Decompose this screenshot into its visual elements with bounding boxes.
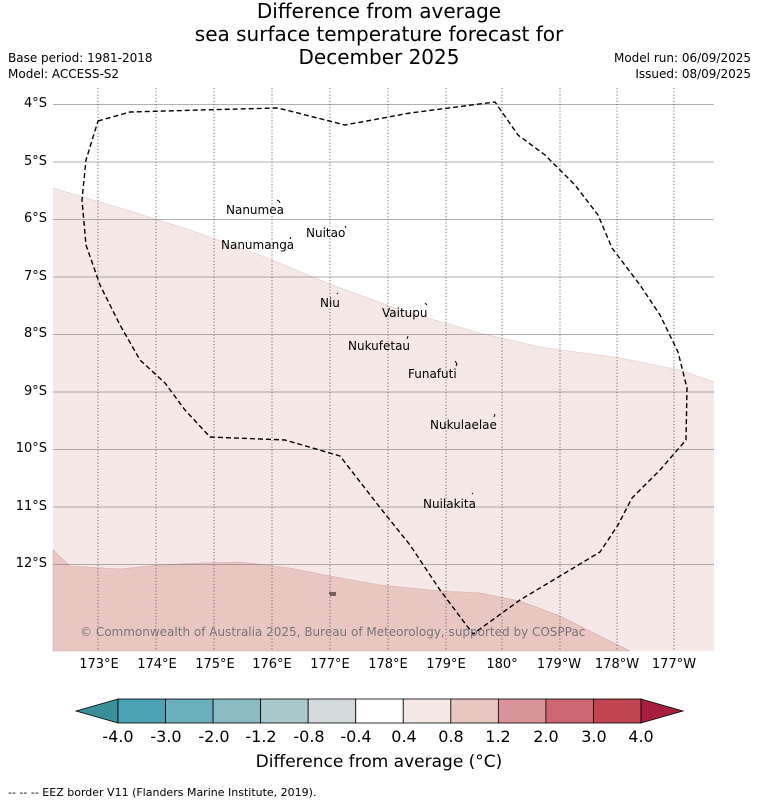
colorbar-bin [450, 698, 499, 724]
niu-mark [336, 292, 339, 295]
colorbar-tick: 0.8 [438, 727, 464, 746]
nanumea-mark [276, 199, 281, 204]
eez-legend-note: -- -- -- EEZ border V11 (Flanders Marine… [8, 786, 317, 799]
colorbar-tick: 3.0 [581, 727, 607, 746]
lon-label: 177°W [651, 657, 697, 672]
lat-label: 4°S [23, 96, 47, 111]
colorbar-tick: 4.0 [628, 727, 654, 746]
colorbar-extend-low [74, 698, 119, 724]
lon-label: 180° [486, 657, 518, 672]
colorbar-tick: 1.2 [485, 727, 511, 746]
colorbar-bin [593, 698, 642, 724]
meta-right: Model run: 06/09/2025 Issued: 08/09/2025 [614, 50, 751, 82]
title-line-2: sea surface temperature forecast for [194, 22, 564, 46]
nanumanga-mark [289, 236, 292, 240]
island-label-funafuti: Funafuti [408, 367, 457, 381]
vaitupu-mark [424, 302, 428, 306]
colorbar-bin [402, 698, 452, 724]
meta-left: Base period: 1981-2018 Model: ACCESS-S2 [8, 50, 153, 82]
nuitao-mark [344, 225, 347, 229]
lat-label: 10°S [15, 441, 47, 456]
title-line-3: December 2025 [298, 45, 460, 69]
colorbar-bin [117, 698, 166, 724]
colorbar-tick: -1.2 [245, 727, 277, 746]
colorbar-tick: 0.4 [391, 727, 417, 746]
chart-title: Difference from average sea surface temp… [0, 0, 758, 69]
funafuti-mark [454, 360, 458, 367]
lat-label: 7°S [23, 269, 47, 284]
anomaly-band-edge [52, 187, 715, 383]
lon-label: 179°E [426, 657, 466, 672]
colorbar-tick: -3.0 [150, 727, 182, 746]
lon-label: 178°W [594, 657, 640, 672]
lat-label: 11°S [15, 499, 47, 514]
title-line-1: Difference from average [256, 0, 502, 23]
island-label-nanumanga: Nanumanga [221, 238, 295, 252]
colorbar [74, 698, 685, 724]
colorbar-bin [545, 698, 594, 724]
lon-label: 177°E [310, 657, 350, 672]
colorbar-bin [212, 698, 262, 724]
lon-label: 179°W [536, 657, 582, 672]
colorbar-bin [260, 698, 309, 724]
issued-date: Issued: 08/09/2025 [635, 67, 751, 81]
longitude-gridlines [97, 88, 675, 651]
model-run: Model run: 06/09/2025 [613, 51, 751, 65]
colorbar-tick: -2.0 [198, 727, 230, 746]
colorbar-label: Difference from average (°C) [255, 752, 503, 772]
lat-label: 9°S [23, 384, 47, 399]
colorbar-tick: -4.0 [102, 727, 134, 746]
colorbar-tick: -0.8 [293, 727, 325, 746]
small-feature-mark [329, 592, 336, 596]
nuilakita-mark [471, 492, 474, 495]
colorbar-bin [497, 698, 547, 724]
colorbar-bin [355, 698, 404, 724]
island-label-vaitupu: Vaitupu [382, 306, 428, 320]
colorbar-tick: -0.4 [340, 727, 372, 746]
island-marks [276, 199, 496, 596]
lat-label: 8°S [23, 326, 47, 341]
island-label-nukulaelae: Nukulaelae [430, 418, 497, 432]
eez-border [81, 101, 688, 635]
lon-label: 176°E [252, 657, 292, 672]
copyright-notice: © Commonwealth of Australia 2025, Bureau… [80, 625, 586, 639]
colorbar-bin [307, 698, 357, 724]
lon-label: 178°E [368, 657, 408, 672]
base-period: Base period: 1981-2018 [8, 51, 153, 65]
lon-label: 173°E [79, 657, 119, 672]
anomaly-band-0.4-0.8 [53, 188, 714, 651]
colorbar-bin [165, 698, 214, 724]
lat-label: 12°S [15, 556, 47, 571]
island-label-nukufetau: Nukufetau [348, 339, 411, 353]
nukufetau-mark [406, 335, 409, 340]
lat-label: 5°S [23, 154, 47, 169]
lat-label: 6°S [23, 211, 47, 226]
island-label-nanumea: Nanumea [226, 203, 284, 217]
nukulaelae-mark [493, 413, 496, 418]
colorbar-extend-high [640, 698, 685, 724]
island-label-niu: Niu [320, 296, 340, 310]
model-name: Model: ACCESS-S2 [8, 67, 120, 81]
island-label-nuitao: Nuitao [306, 226, 346, 240]
lon-label: 175°E [195, 657, 235, 672]
anomaly-band-0.8-1.2 [52, 549, 631, 652]
latitude-gridlines [53, 104, 714, 565]
island-label-nuilakita: Nuilakita [423, 497, 476, 511]
colorbar-tick: 2.0 [533, 727, 559, 746]
lon-label: 174°E [137, 657, 177, 672]
